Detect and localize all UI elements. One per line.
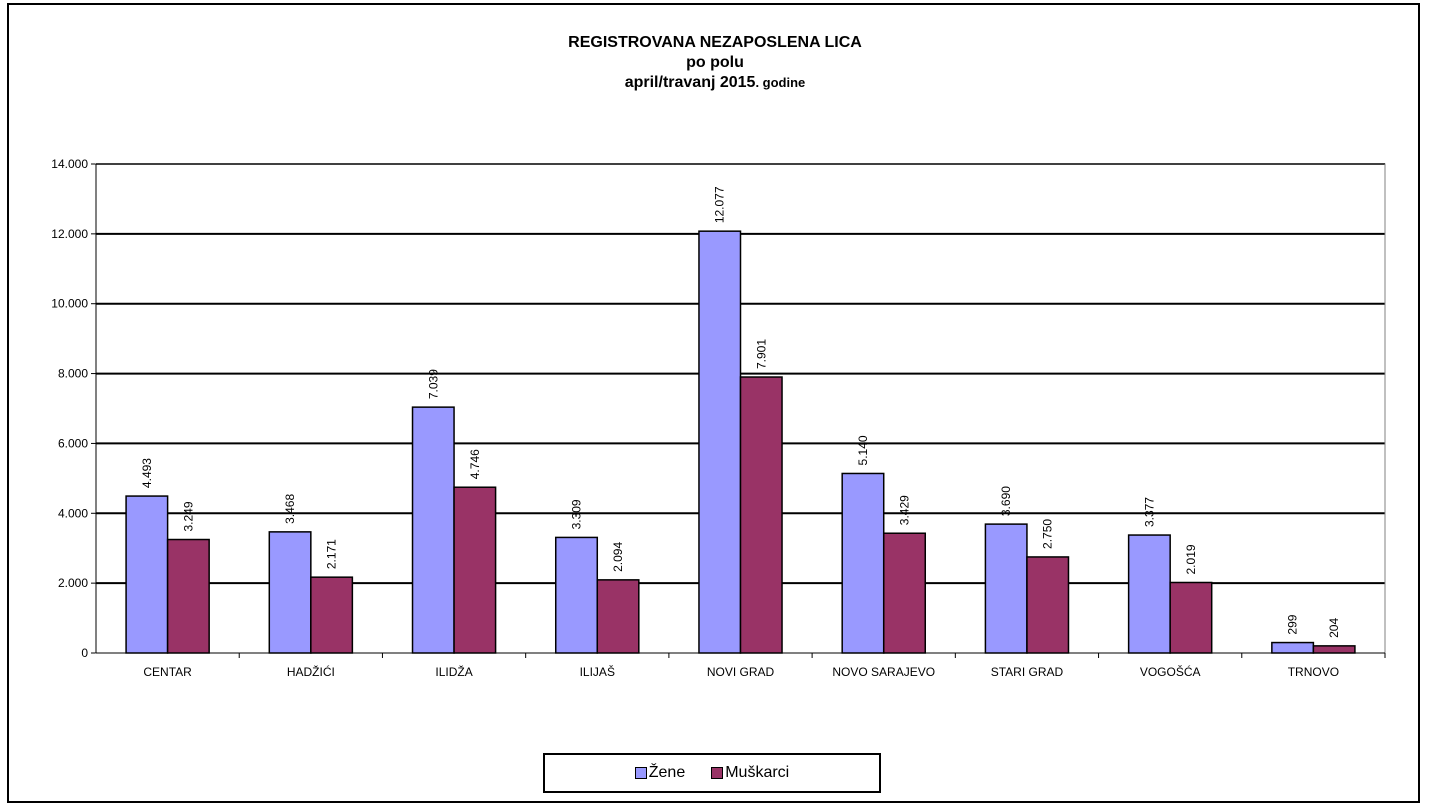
bar — [882, 532, 927, 654]
legend-item-muskarci: Muškarci — [711, 764, 789, 782]
x-tick-label: VOGOŠĆA — [1140, 664, 1201, 679]
data-label: 3.690 — [999, 486, 1013, 516]
data-label: 7.901 — [754, 339, 768, 369]
chart-title-line2: po polu — [686, 54, 744, 71]
data-label: 299 — [1286, 614, 1300, 634]
x-tick-label: ILIDŽA — [435, 664, 472, 679]
data-label: 4.493 — [140, 458, 154, 488]
chart-title-line1: REGISTROVANA NEZAPOSLENA LICA — [568, 34, 862, 51]
y-tick-label: 14.000 — [51, 157, 88, 171]
bar — [310, 576, 354, 654]
bar — [841, 472, 885, 654]
x-tick-label: HADŽIĆI — [287, 664, 335, 679]
x-tick-label: CENTAR — [143, 665, 192, 679]
x-tick-label: NOVI GRAD — [707, 665, 775, 679]
bar — [739, 376, 783, 654]
data-label: 3.429 — [897, 495, 911, 525]
y-tick-label: 8.000 — [58, 367, 88, 381]
y-tick-label: 0 — [81, 646, 88, 660]
chart-title-line3-main: april/travanj 2015 — [624, 74, 756, 91]
bar — [554, 536, 599, 654]
bar — [453, 486, 497, 654]
data-label: 7.039 — [426, 369, 440, 399]
data-label: 2.171 — [325, 539, 339, 569]
bar — [411, 406, 455, 654]
chart-title: REGISTROVANA NEZAPOSLENA LICA po polu ap… — [0, 33, 1430, 93]
data-label: 2.019 — [1184, 544, 1198, 574]
y-tick-label: 4.000 — [58, 506, 88, 520]
legend-swatch-zene — [634, 767, 647, 779]
legend-swatch-muskarci — [711, 767, 724, 779]
data-label: 3.309 — [570, 499, 584, 529]
data-label: 5.140 — [856, 435, 870, 465]
legend-label-muskarci: Muškarci — [725, 764, 790, 781]
x-tick-label: NOVO SARAJEVO — [832, 665, 935, 679]
y-tick-label: 12.000 — [51, 227, 88, 241]
bar — [1127, 534, 1171, 654]
data-label: 3.249 — [181, 501, 195, 531]
bar — [1169, 581, 1213, 654]
bar — [268, 531, 312, 654]
data-label: 3.468 — [283, 494, 297, 524]
y-tick-label: 10.000 — [51, 297, 88, 311]
data-label: 2.094 — [611, 542, 625, 572]
bar — [1026, 556, 1070, 654]
data-label: 204 — [1327, 618, 1341, 638]
data-label: 4.746 — [468, 449, 482, 479]
bar — [166, 538, 210, 654]
x-tick-label: TRNOVO — [1288, 665, 1339, 679]
bar — [1271, 641, 1315, 654]
bar — [1312, 645, 1356, 654]
data-label: 12.077 — [713, 186, 727, 223]
legend-label-zene: Žene — [648, 764, 686, 781]
y-tick-label: 2.000 — [58, 576, 88, 590]
bar — [596, 579, 640, 654]
chart-title-line3-suffix: . godine — [755, 75, 806, 90]
chart-legend: Žene Muškarci — [543, 753, 881, 793]
bar — [125, 495, 169, 654]
data-label: 3.377 — [1142, 497, 1156, 527]
data-label: 2.750 — [1041, 519, 1055, 549]
chart-title-line3: april/travanj 2015. godine — [0, 73, 1430, 93]
x-tick-label: STARI GRAD — [991, 665, 1064, 679]
y-tick-label: 6.000 — [58, 436, 88, 450]
legend-item-zene: Žene — [634, 764, 686, 782]
x-tick-label: ILIJAŠ — [580, 664, 615, 679]
bar — [698, 230, 742, 654]
bar — [984, 523, 1028, 654]
